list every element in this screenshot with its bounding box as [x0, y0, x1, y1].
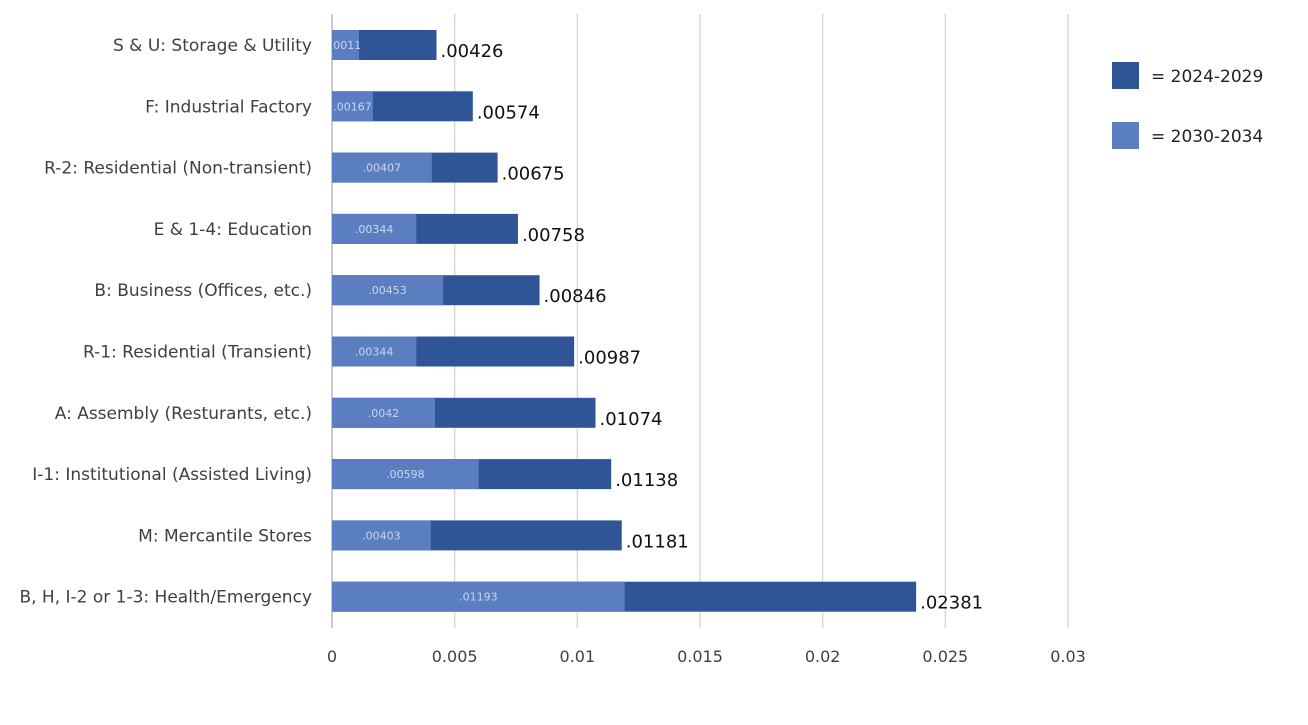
inner-value-label: .00598	[386, 468, 425, 481]
legend-label: = 2030-2034	[1151, 127, 1263, 147]
bar-2030-2034	[332, 336, 417, 367]
category-label: E & 1-4: Education	[154, 220, 312, 240]
bar-2030-2034	[332, 581, 625, 612]
inner-value-label: .00344	[355, 346, 394, 359]
inner-value-label: .0042	[368, 407, 400, 420]
total-value-label: .00426	[441, 41, 504, 62]
legend-label: = 2024-2029	[1151, 67, 1263, 87]
x-tick-label: 0.025	[922, 647, 968, 666]
x-tick-label: 0.015	[677, 647, 723, 666]
total-value-label: .00574	[477, 102, 540, 123]
x-tick-labels: 0 0.005 0.01 0.015 0.02 0.025 0.03	[327, 647, 1086, 666]
total-value-label: .00675	[502, 164, 565, 185]
category-label: R-2: Residential (Non-transient)	[44, 159, 312, 179]
category-label: B: Business (Offices, etc.)	[94, 281, 312, 301]
category-labels: S & U: Storage & Utility F: Industrial Fa…	[19, 36, 312, 608]
bar-2030-2034	[332, 91, 373, 122]
x-tick-label: 0.005	[432, 647, 478, 666]
inner-value-label: .00407	[363, 162, 402, 175]
legend-swatch	[1112, 122, 1139, 149]
category-label: M: Mercantile Stores	[138, 526, 312, 546]
total-value-label: .00758	[522, 225, 585, 246]
total-value-label: .02381	[920, 593, 983, 614]
legend-swatch	[1112, 62, 1139, 89]
total-value-label: .00987	[578, 348, 641, 369]
total-value-label: .01181	[626, 531, 689, 552]
x-tick-label: 0.01	[560, 647, 596, 666]
bar-2030-2034	[332, 152, 432, 183]
bar-2030-2034	[332, 275, 444, 306]
category-label: I-1: Institutional (Assisted Living)	[32, 465, 312, 485]
inner-value-label: .00344	[355, 223, 394, 236]
x-tick-label: 0.02	[805, 647, 841, 666]
bar-2030-2034	[332, 30, 359, 60]
inner-value-label: .01193	[459, 591, 498, 604]
inner-value-label: .00453	[368, 284, 407, 297]
bars: .0011 .00426 .00167 .00574 .00407 .00675 .0034…	[330, 30, 983, 614]
x-tick-label: 0.03	[1050, 647, 1086, 666]
total-value-label: .01138	[615, 470, 678, 491]
legend: = 2024-2029 = 2030-2034	[1112, 62, 1263, 149]
category-label: R-1: Residential (Transient)	[83, 343, 312, 363]
bar-2030-2034	[332, 520, 431, 551]
bar-2030-2034	[332, 213, 417, 244]
inner-value-label: .0011	[330, 39, 362, 52]
total-value-label: .00846	[544, 286, 607, 307]
bar-2030-2034	[332, 459, 479, 490]
x-tick-label: 0	[327, 647, 337, 666]
total-value-label: .01074	[599, 409, 662, 430]
category-label: F: Industrial Factory	[145, 97, 312, 117]
category-label: S & U: Storage & Utility	[113, 36, 312, 56]
inner-value-label: .00167	[333, 100, 372, 113]
bar-2030-2034	[332, 397, 436, 428]
category-label: A: Assembly (Resturants, etc.)	[55, 404, 312, 424]
category-label: B, H, I-2 or 1-3: Health/Emergency	[19, 588, 312, 608]
inner-value-label: .00403	[362, 529, 401, 542]
